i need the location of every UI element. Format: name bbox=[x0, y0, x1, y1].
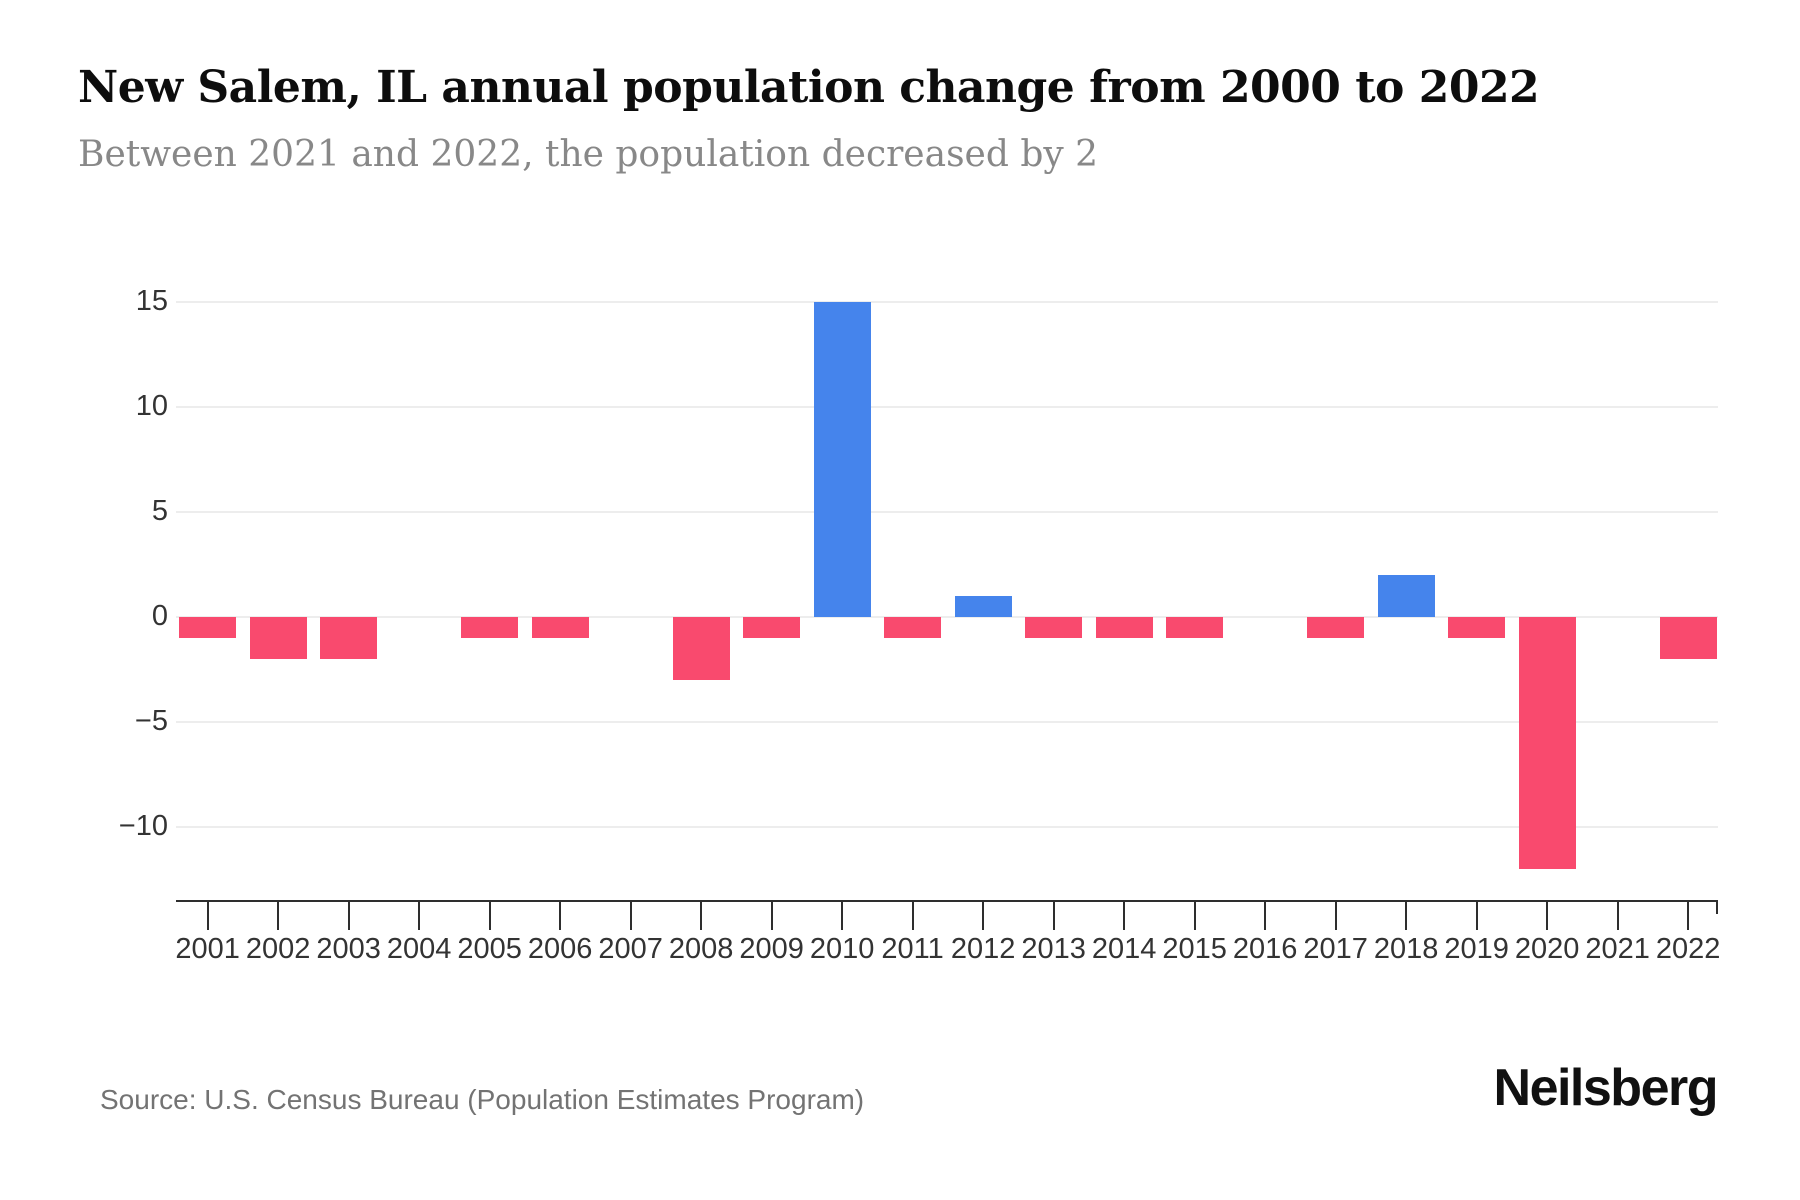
x-axis-label-2004: 2004 bbox=[386, 933, 452, 965]
x-axis-label-2018: 2018 bbox=[1373, 933, 1439, 965]
x-axis-tick-2022 bbox=[1687, 901, 1690, 930]
x-axis-label-2001: 2001 bbox=[175, 933, 240, 965]
x-axis-label-2012: 2012 bbox=[950, 933, 1016, 965]
x-axis-tick-2002 bbox=[277, 901, 280, 930]
x-axis-tick-2011 bbox=[911, 901, 914, 930]
y-axis-tick-label: −5 bbox=[134, 705, 168, 737]
bar-2019[interactable] bbox=[1448, 617, 1506, 638]
bar-2020[interactable] bbox=[1518, 617, 1576, 869]
gridline-y-5 bbox=[176, 511, 1718, 513]
x-axis-tick-2001 bbox=[206, 901, 209, 930]
source-note: Source: U.S. Census Bureau (Population E… bbox=[100, 1084, 865, 1115]
x-axis-label-2015: 2015 bbox=[1162, 933, 1227, 965]
x-axis-label-2009: 2009 bbox=[739, 933, 804, 965]
gridline-y--10 bbox=[176, 826, 1718, 828]
x-axis-label-2006: 2006 bbox=[527, 933, 593, 965]
x-axis-tick-2006 bbox=[559, 901, 562, 930]
x-axis-label-2011: 2011 bbox=[881, 933, 944, 965]
x-axis-label-2002: 2002 bbox=[245, 933, 311, 965]
x-axis-label-2010: 2010 bbox=[809, 933, 875, 965]
x-axis-label-2005: 2005 bbox=[457, 933, 522, 965]
bar-2006[interactable] bbox=[531, 617, 589, 638]
x-axis-tick-2021 bbox=[1616, 901, 1619, 930]
gridline-y-0 bbox=[176, 616, 1718, 618]
x-axis-tick-2017 bbox=[1334, 901, 1337, 930]
page-title: New Salem, IL annual population change f… bbox=[78, 62, 1540, 113]
x-axis-tick-2007 bbox=[629, 901, 632, 930]
page-subtitle: Between 2021 and 2022, the population de… bbox=[78, 134, 1099, 175]
bar-2002[interactable] bbox=[249, 617, 307, 659]
x-axis-label-2020: 2020 bbox=[1514, 933, 1580, 965]
x-axis-end-tick bbox=[1716, 901, 1718, 914]
bar-2008[interactable] bbox=[672, 617, 730, 680]
gridline-y-15 bbox=[176, 301, 1718, 303]
y-axis-tick-label: 5 bbox=[151, 495, 168, 527]
y-axis-tick-label: 15 bbox=[135, 285, 168, 317]
x-axis-tick-2010 bbox=[841, 901, 844, 930]
x-axis-line bbox=[176, 900, 1718, 902]
bar-2014[interactable] bbox=[1095, 617, 1153, 638]
bar-2011[interactable] bbox=[884, 617, 942, 638]
neilsberg-logo[interactable]: Neilsberg bbox=[1493, 1059, 1719, 1117]
x-axis-tick-2013 bbox=[1052, 901, 1055, 930]
x-axis-label-2019: 2019 bbox=[1444, 933, 1509, 965]
x-axis-tick-2008 bbox=[700, 901, 703, 930]
x-axis-tick-2004 bbox=[418, 901, 421, 930]
bar-2009[interactable] bbox=[743, 617, 801, 638]
y-axis-tick-label: −10 bbox=[118, 810, 168, 842]
x-axis-tick-2003 bbox=[347, 901, 350, 930]
x-axis-label-2016: 2016 bbox=[1232, 933, 1298, 965]
x-axis-label-2013: 2013 bbox=[1021, 933, 1086, 965]
y-axis-tick-label: 0 bbox=[151, 600, 168, 632]
x-axis-label-2008: 2008 bbox=[668, 933, 734, 965]
x-axis-label-2007: 2007 bbox=[598, 933, 663, 965]
bar-2010[interactable] bbox=[813, 302, 871, 617]
bar-2018[interactable] bbox=[1377, 575, 1435, 617]
bar-2003[interactable] bbox=[320, 617, 378, 659]
x-axis-tick-2016 bbox=[1264, 901, 1267, 930]
y-axis-tick-label: 10 bbox=[135, 390, 168, 422]
bar-2012[interactable] bbox=[954, 596, 1012, 617]
x-axis-tick-2015 bbox=[1193, 901, 1196, 930]
bar-2017[interactable] bbox=[1307, 617, 1365, 638]
x-axis-label-2021: 2021 bbox=[1585, 933, 1650, 965]
bar-2001[interactable] bbox=[179, 617, 237, 638]
x-axis-tick-2005 bbox=[488, 901, 491, 930]
x-axis-tick-2009 bbox=[770, 901, 773, 930]
x-axis-label-2003: 2003 bbox=[316, 933, 381, 965]
gridline-y--5 bbox=[176, 721, 1718, 723]
bar-2005[interactable] bbox=[461, 617, 519, 638]
bar-2022[interactable] bbox=[1659, 617, 1717, 659]
x-axis-label-2022: 2022 bbox=[1655, 933, 1721, 965]
gridline-y-10 bbox=[176, 406, 1718, 408]
x-axis-tick-2018 bbox=[1405, 901, 1408, 930]
x-axis-tick-2020 bbox=[1546, 901, 1549, 930]
x-axis-label-2017: 2017 bbox=[1303, 933, 1368, 965]
x-axis-tick-2019 bbox=[1475, 901, 1478, 930]
x-axis-tick-2014 bbox=[1123, 901, 1126, 930]
bar-2015[interactable] bbox=[1166, 617, 1224, 638]
x-axis-tick-2012 bbox=[982, 901, 985, 930]
bar-2013[interactable] bbox=[1025, 617, 1083, 638]
x-axis-label-2014: 2014 bbox=[1091, 933, 1157, 965]
